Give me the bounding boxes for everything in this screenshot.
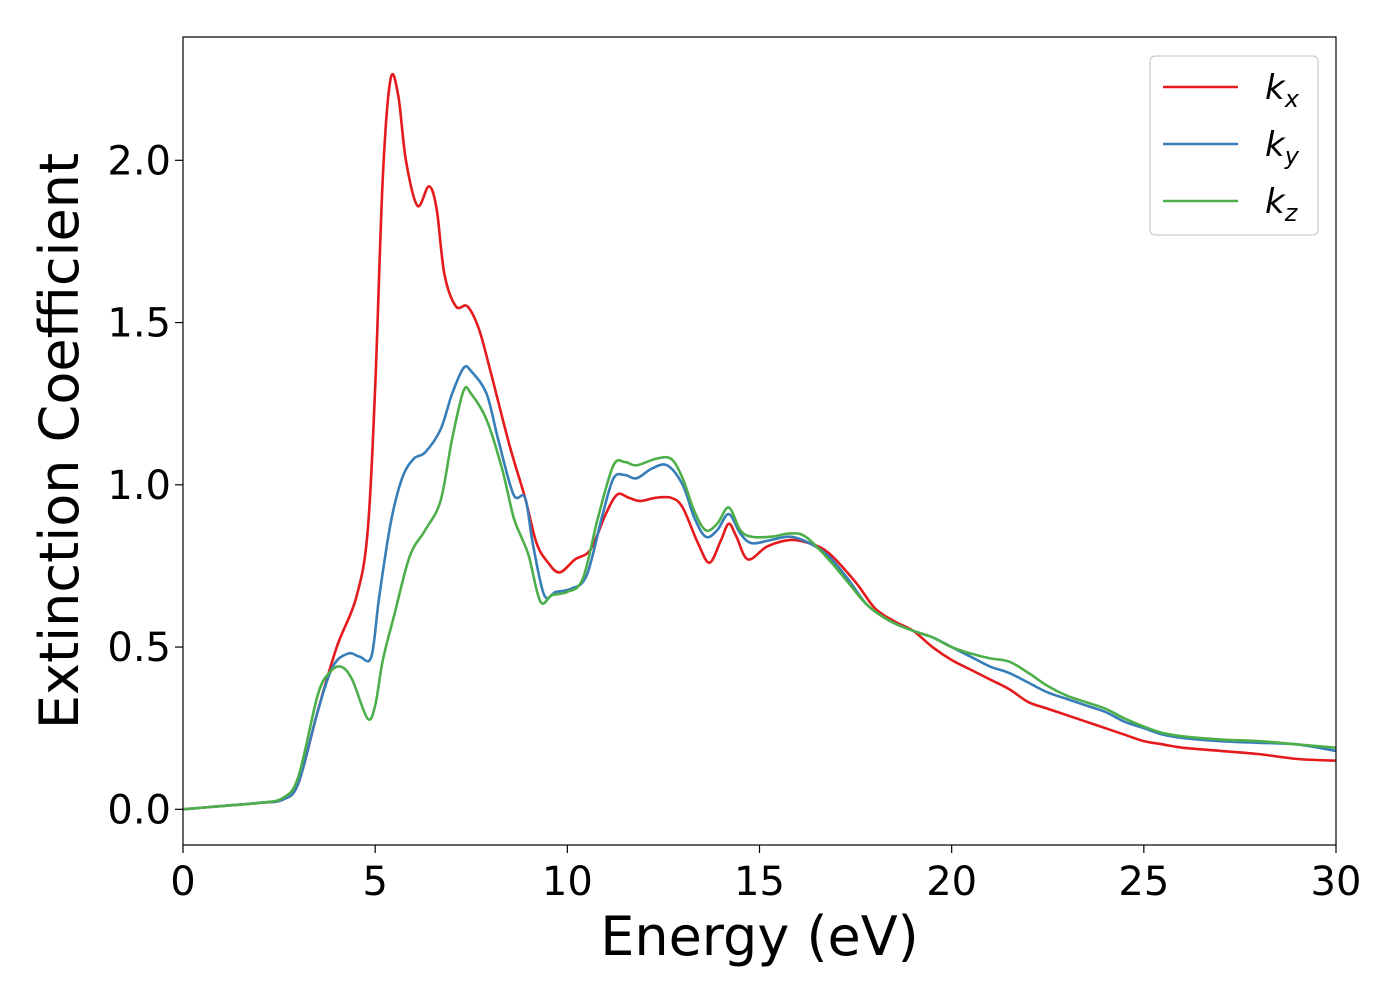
- x-tick-label: 0: [170, 859, 195, 905]
- legend-box: [1149, 55, 1319, 236]
- x-axis-label: Energy (eV): [600, 905, 919, 968]
- legend-label-y: ky: [1265, 125, 1300, 170]
- y-tick-label: 0.5: [107, 625, 171, 671]
- x-tick-label: 25: [1118, 859, 1169, 905]
- legend-label-z: kz: [1265, 182, 1299, 227]
- x-tick-label: 20: [926, 859, 977, 905]
- y-axis-label: Extinction Coefficient: [28, 153, 91, 729]
- legend-label-x: kx: [1265, 68, 1300, 113]
- x-tick-label: 10: [542, 859, 593, 905]
- x-tick-label: 5: [362, 859, 387, 905]
- series-line-y: [183, 364, 1336, 811]
- y-tick-label: 2.0: [107, 138, 171, 184]
- series-line-x: [183, 72, 1336, 811]
- x-tick-label: 15: [734, 859, 785, 905]
- y-tick-label: 1.5: [107, 301, 171, 347]
- x-tick-label: 30: [1311, 859, 1362, 905]
- x-axis-ticks: 0 5 10 15 20 25 30: [170, 845, 1361, 905]
- legend: kx ky kz: [1149, 55, 1319, 236]
- series-layer: [183, 72, 1336, 811]
- series-line-z: [183, 385, 1336, 811]
- y-tick-label: 0.0: [107, 787, 171, 833]
- y-tick-label: 1.0: [107, 463, 171, 509]
- y-axis-ticks: 0.0 0.5 1.0 1.5 2.0: [107, 138, 183, 833]
